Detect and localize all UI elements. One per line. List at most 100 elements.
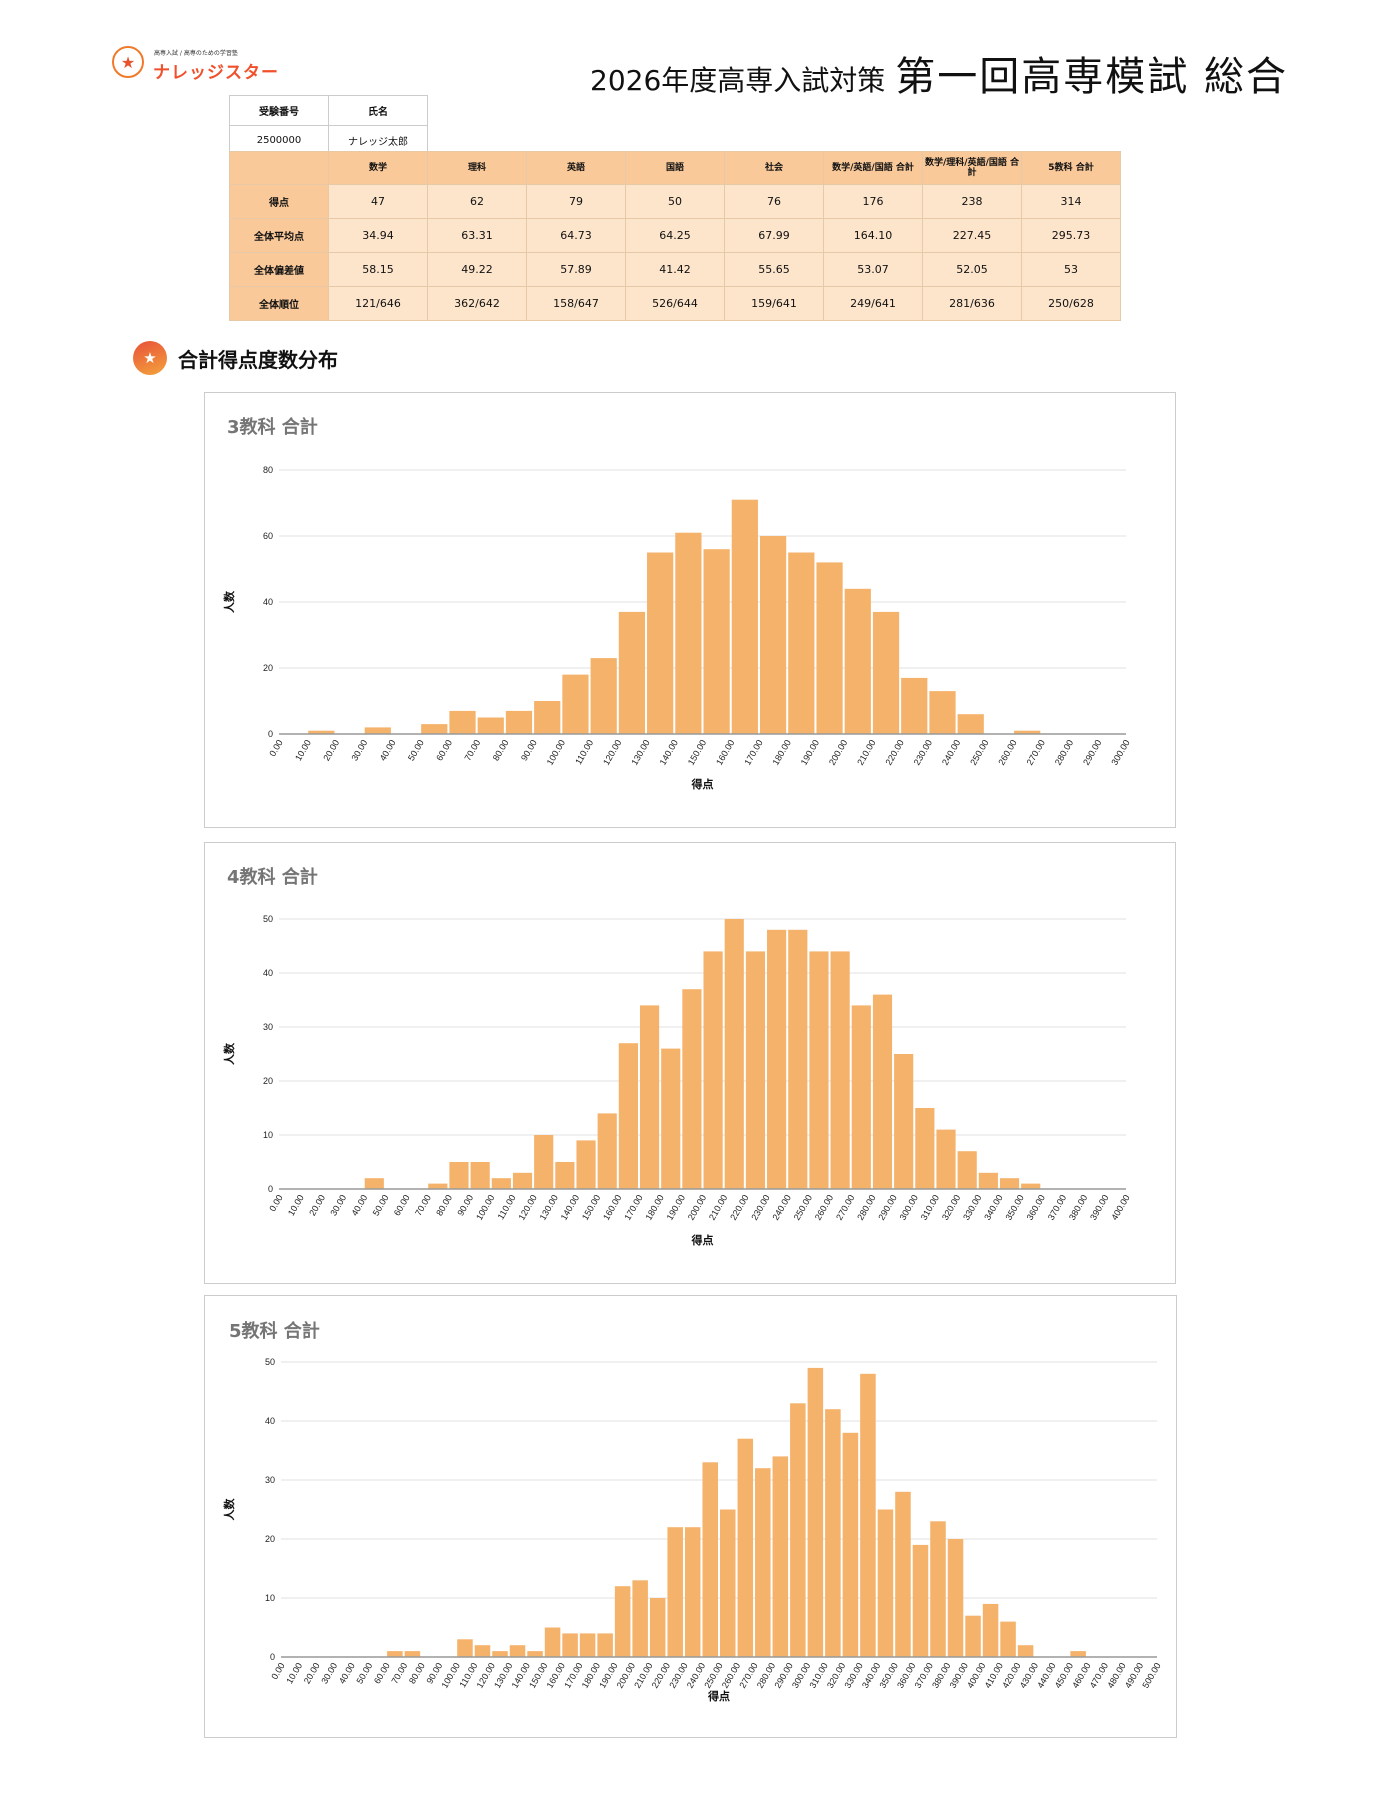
histogram-bar [788, 552, 815, 734]
histogram-bar [816, 562, 843, 734]
histogram-bar [772, 1456, 789, 1657]
x-tick-label: 0.00 [269, 1661, 286, 1681]
histogram-bar [527, 1651, 543, 1657]
histogram-bar [901, 677, 928, 734]
histogram-bar [364, 727, 391, 734]
chart-title: 3教科 合計 [227, 417, 318, 438]
histogram-bar [702, 1462, 718, 1657]
histogram-bar [449, 1162, 469, 1189]
chart-title: 4教科 合計 [227, 867, 318, 888]
x-tick-label: 120.00 [601, 738, 623, 767]
histogram-bar [851, 1005, 871, 1189]
histogram-bar [860, 1373, 876, 1657]
x-tick-label: 70.00 [413, 1193, 433, 1218]
histogram-3-subjects: 3教科 合計 0 20 40 60 80 0.00 10.00 20.00 30.00 40.00 5… [204, 392, 1176, 828]
x-tick-label: 0.00 [267, 1193, 284, 1213]
y-tick-label: 80 [263, 465, 273, 475]
y-tick-label: 20 [265, 1534, 275, 1544]
y-tick-label: 40 [265, 1416, 275, 1426]
histogram-bar [703, 549, 730, 734]
x-axis-label: 得点 [691, 1233, 714, 1247]
x-tick-label: 110.00 [496, 1193, 518, 1221]
y-axis-label: 人数 [222, 1498, 236, 1521]
y-tick-label: 0 [270, 1652, 275, 1662]
histogram-bar [1021, 1183, 1041, 1189]
histogram-bar [590, 658, 617, 734]
score-cell: 41.42 [625, 252, 725, 287]
x-tick-label: 10.00 [286, 1193, 306, 1218]
histogram-bar [1070, 1651, 1086, 1657]
histogram-bar [364, 1178, 384, 1189]
y-tick-label: 30 [265, 1475, 275, 1485]
y-tick-label: 60 [263, 531, 273, 541]
table-row: 全体偏差値 58.15 49.22 57.89 41.42 55.65 53.07 52.05… [229, 252, 1121, 287]
histogram-bar [720, 1509, 736, 1657]
histogram-bar [830, 951, 850, 1189]
histogram-bar [842, 1432, 859, 1657]
score-cell: 158/647 [526, 286, 626, 321]
y-tick-label: 20 [263, 663, 273, 673]
histogram-bar [894, 1054, 914, 1189]
x-tick-label: 250.00 [968, 738, 990, 767]
score-cell: 47 [328, 184, 428, 219]
histogram-bar [639, 1005, 660, 1189]
histogram-bar [308, 730, 335, 734]
x-tick-label: 70.00 [462, 738, 482, 763]
histogram-bar [745, 951, 766, 1189]
histogram-bar [404, 1651, 421, 1657]
x-tick-label: 50.00 [406, 738, 426, 763]
x-tick-label: 170.00 [742, 738, 764, 767]
score-cell: 164.10 [823, 218, 923, 253]
histogram-bar [618, 1043, 638, 1189]
x-tick-label: 50.00 [371, 1193, 391, 1218]
x-tick-label: 260.00 [813, 1193, 835, 1222]
histogram-bar [534, 701, 561, 734]
histogram-bar [844, 588, 871, 734]
y-tick-label: 50 [263, 914, 273, 924]
histogram-bar [457, 1639, 473, 1657]
x-tick-label: 80.00 [434, 1193, 454, 1218]
histogram-bar [807, 1367, 824, 1657]
histogram-bar [737, 1438, 754, 1657]
x-tick-label: 220.00 [883, 738, 905, 767]
histogram-bar [877, 1509, 894, 1657]
y-tick-label: 10 [263, 1130, 273, 1140]
histogram-bar [703, 951, 723, 1189]
x-tick-label: 280.00 [1053, 738, 1075, 767]
x-tick-label: 230.00 [749, 1193, 771, 1222]
x-tick-label: 210.00 [855, 738, 877, 767]
y-tick-label: 40 [263, 968, 273, 978]
score-cell: 64.25 [625, 218, 725, 253]
histogram-bar [387, 1651, 403, 1657]
score-cell: 79 [526, 184, 626, 219]
histogram-5-subjects: 5教科 合計 0 10 20 30 40 50 0.00 10.00 20.00 30.00 40.0… [204, 1295, 1177, 1738]
histogram-bar [667, 1527, 683, 1657]
histogram-bar [597, 1633, 613, 1657]
histogram-bar [597, 1113, 617, 1189]
corner-cell [229, 151, 329, 185]
histogram-bar [421, 724, 448, 734]
score-cell: 227.45 [922, 218, 1022, 253]
x-tick-label: 180.00 [771, 738, 793, 767]
y-tick-label: 30 [263, 1022, 273, 1032]
x-tick-label: 40.00 [337, 1661, 357, 1686]
y-tick-label: 10 [265, 1593, 275, 1603]
chart-plot: 0 20 40 60 80 0.00 10.00 20.00 30.00 40.00 50.00 60… [222, 465, 1132, 791]
histogram-bar [675, 532, 702, 734]
x-tick-label: 340.00 [982, 1193, 1004, 1222]
star-icon: ★ [133, 341, 167, 375]
score-cell: 159/641 [724, 286, 824, 321]
table-row: 全体平均点 34.94 63.31 64.73 64.25 67.99 164.10 227.… [229, 218, 1121, 253]
score-cell: 58.15 [328, 252, 428, 287]
x-tick-label: 200.00 [827, 738, 849, 767]
histogram-bar [505, 710, 533, 734]
page-title-sub: 2026年度高専入試対策 [590, 64, 886, 97]
x-tick-label: 60.00 [372, 1661, 392, 1686]
score-cell: 295.73 [1021, 218, 1121, 253]
row-header: 全体偏差値 [229, 252, 329, 287]
chart-plot: 0 10 20 30 40 50 0.0010.0020.0030.0040.0050.00… [222, 1357, 1163, 1703]
x-tick-label: 300.00 [898, 1193, 920, 1222]
score-cell: 238 [922, 184, 1022, 219]
score-cell: 176 [823, 184, 923, 219]
